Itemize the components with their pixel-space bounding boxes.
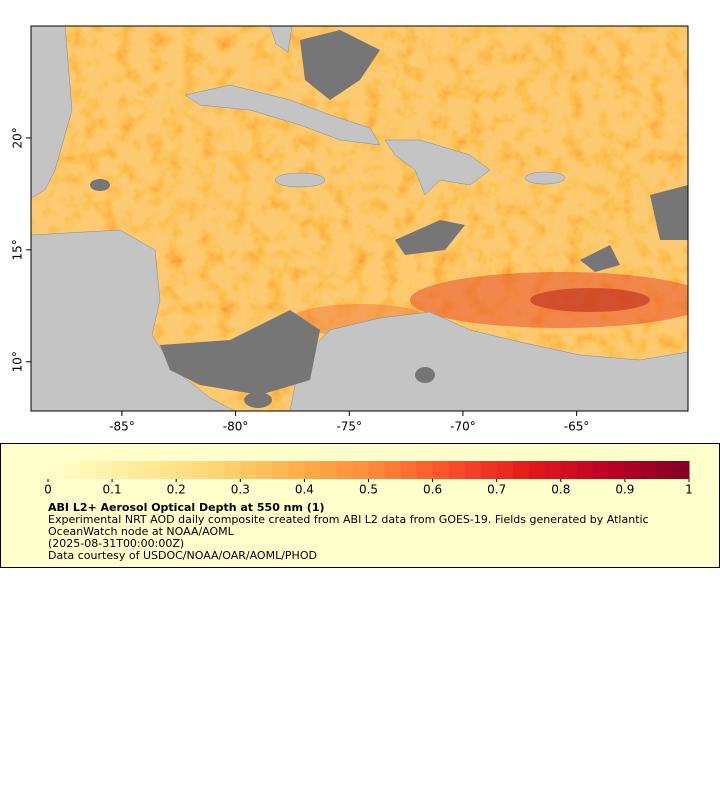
colorbar-tick-label: 0.6 bbox=[423, 483, 442, 497]
colorbar-bin bbox=[112, 461, 129, 479]
colorbar-bin bbox=[592, 461, 610, 479]
colorbar: 0 0.1 0.2 0.3 0.4 0.5 0.6 0.7 0.8 0.9 1 bbox=[44, 461, 693, 497]
colorbar-bin bbox=[528, 461, 546, 479]
colorbar-bin bbox=[624, 461, 642, 479]
y-tick-label: 20° bbox=[11, 127, 25, 148]
colorbar-tick-label: 0.2 bbox=[167, 483, 186, 497]
colorbar-bin bbox=[432, 461, 450, 479]
clouds bbox=[90, 30, 688, 408]
legend-time: (2025-08-31T00:00:00Z) bbox=[48, 537, 185, 550]
aod-plume-core bbox=[530, 288, 650, 312]
colorbar-bin bbox=[352, 461, 369, 479]
colorbar-bin bbox=[448, 461, 466, 479]
colorbar-bin bbox=[160, 461, 177, 479]
colorbar-bin bbox=[608, 461, 626, 479]
colorbar-bin bbox=[496, 461, 514, 479]
colorbar-bin bbox=[96, 461, 113, 479]
x-tick-label: -65° bbox=[564, 420, 590, 434]
land bbox=[31, 26, 688, 411]
colorbar-bin bbox=[288, 461, 305, 479]
colorbar-bin bbox=[384, 461, 402, 479]
x-tick-label: -85° bbox=[109, 420, 135, 434]
x-tick-label: -70° bbox=[450, 420, 476, 434]
colorbar-tick-label: 0.7 bbox=[487, 483, 506, 497]
colorbar-bin bbox=[640, 461, 658, 479]
colorbar-bin bbox=[368, 461, 386, 479]
colorbar-bin bbox=[320, 461, 337, 479]
map-chart: -85° -80° -75° -70° -65° 10° 15° 20° bbox=[11, 25, 689, 434]
colorbar-tick-label: 0.1 bbox=[103, 483, 122, 497]
colorbar-bin bbox=[416, 461, 434, 479]
colorbar-bin bbox=[128, 461, 145, 479]
colorbar-bin bbox=[480, 461, 498, 479]
x-tick-label: -80° bbox=[223, 420, 249, 434]
y-tick-label: 10° bbox=[11, 351, 25, 372]
colorbar-bin bbox=[64, 461, 81, 479]
colorbar-tick-label: 0.8 bbox=[551, 483, 570, 497]
colorbar-tick-label: 0.9 bbox=[615, 483, 634, 497]
colorbar-bin bbox=[208, 461, 225, 479]
colorbar-bin bbox=[400, 461, 418, 479]
map-area bbox=[31, 26, 688, 411]
colorbar-bin bbox=[240, 461, 257, 479]
colorbar-bin bbox=[48, 461, 65, 479]
x-tick-label: -75° bbox=[336, 420, 362, 434]
colorbar-bin bbox=[544, 461, 562, 479]
colorbar-bin bbox=[576, 461, 594, 479]
colorbar-tick-label: 0.4 bbox=[295, 483, 314, 497]
colorbar-bin bbox=[560, 461, 578, 479]
y-tick-label: 15° bbox=[11, 239, 25, 260]
colorbar-bin bbox=[272, 461, 289, 479]
map-frame bbox=[30, 25, 689, 412]
colorbar-tick-label: 0.5 bbox=[359, 483, 378, 497]
colorbar-bin bbox=[464, 461, 482, 479]
colorbar-bin bbox=[336, 461, 353, 479]
colorbar-tick-label: 0 bbox=[44, 483, 52, 497]
colorbar-bin bbox=[144, 461, 161, 479]
colorbar-bin bbox=[176, 461, 193, 479]
colorbar-bin bbox=[224, 461, 241, 479]
colorbar-bin bbox=[672, 461, 690, 479]
legend-subtitle: Experimental NRT AOD daily composite cre… bbox=[48, 513, 649, 538]
legend-panel: 0 0.1 0.2 0.3 0.4 0.5 0.6 0.7 0.8 0.9 1 ABI L2+ Ae… bbox=[0, 443, 720, 568]
colorbar-bin bbox=[192, 461, 209, 479]
colorbar-bin bbox=[304, 461, 321, 479]
colorbar-bin bbox=[656, 461, 674, 479]
colorbar-bin bbox=[80, 461, 97, 479]
colorbar-tick-label: 0.3 bbox=[231, 483, 250, 497]
legend-credit: Data courtesy of USDOC/NOAA/OAR/AOML/PHO… bbox=[48, 549, 317, 562]
legend-title: ABI L2+ Aerosol Optical Depth at 550 nm … bbox=[48, 501, 325, 514]
colorbar-bin bbox=[256, 461, 273, 479]
colorbar-tick-label: 1 bbox=[685, 483, 693, 497]
colorbar-bin bbox=[512, 461, 530, 479]
